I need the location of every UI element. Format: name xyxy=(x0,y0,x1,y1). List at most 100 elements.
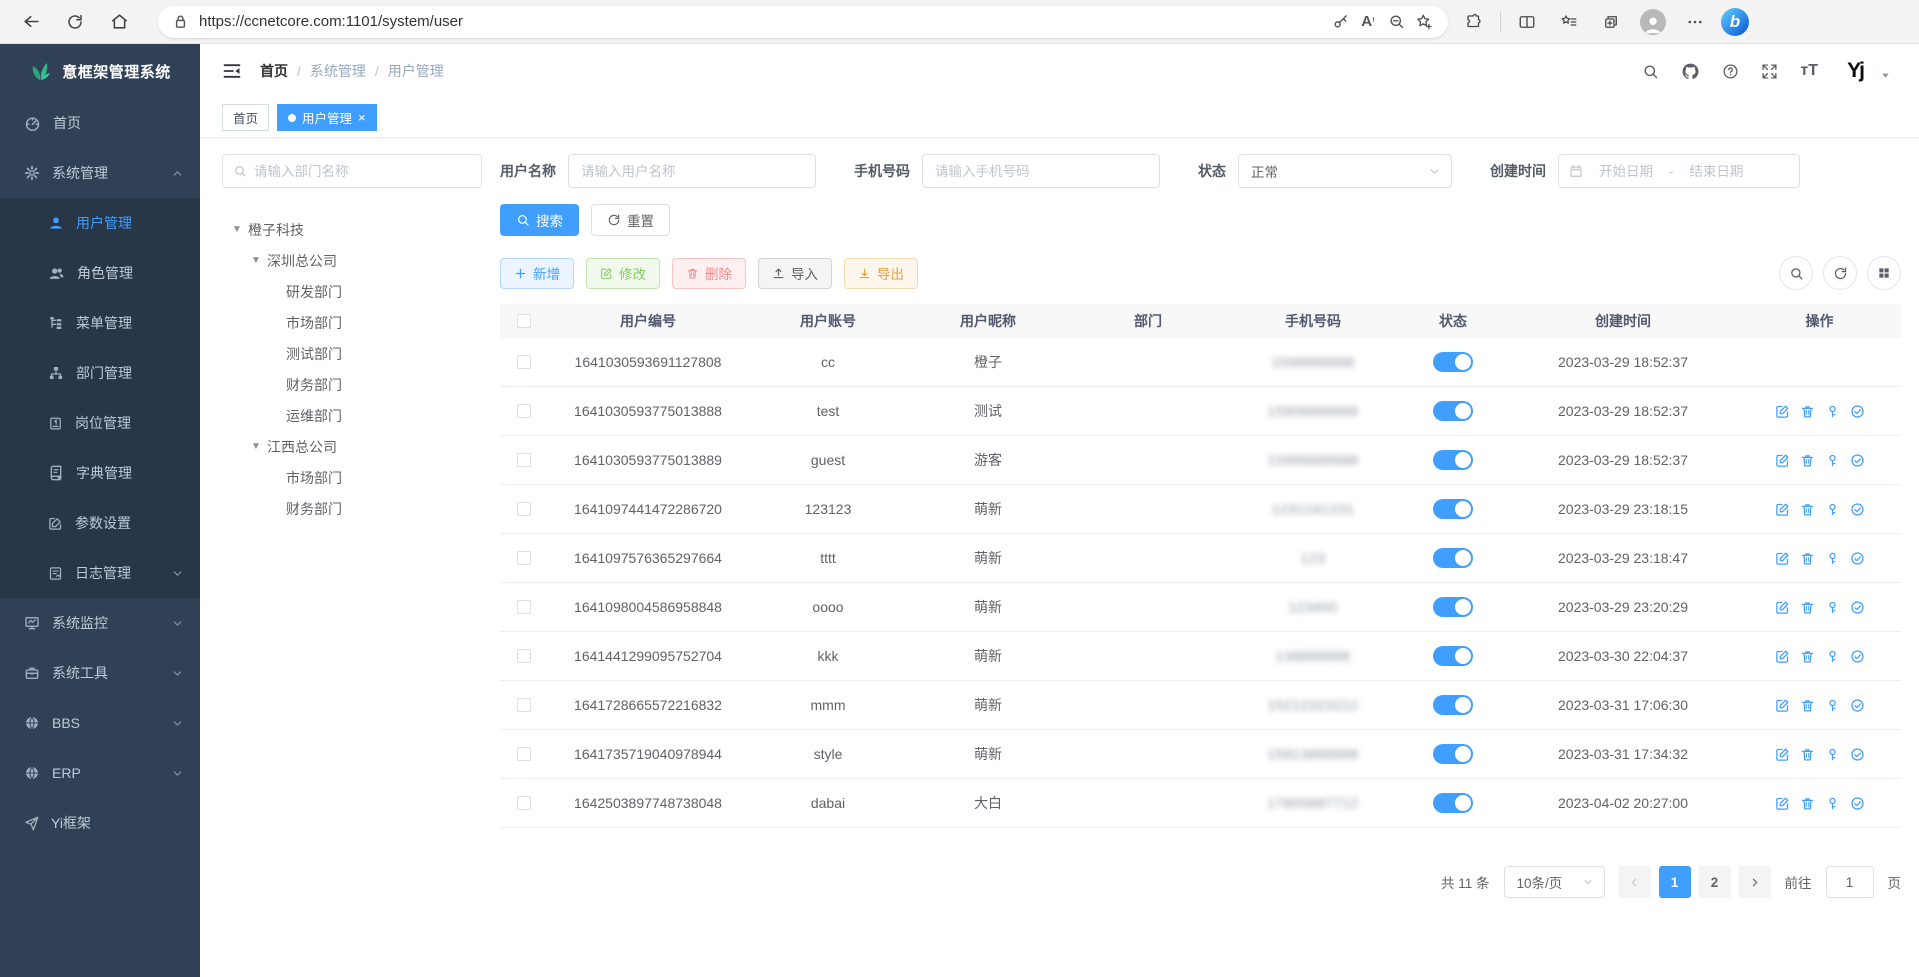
status-select[interactable]: 正常 xyxy=(1238,154,1452,188)
row-checkbox[interactable] xyxy=(517,747,531,761)
sidebar-item-post-management[interactable]: 岗位管理 xyxy=(0,398,200,448)
tab-user-management[interactable]: 用户管理 × xyxy=(277,104,377,131)
table-row[interactable]: 1641030593775013889 guest 游客 15988888888… xyxy=(500,436,1901,485)
end-date-input[interactable] xyxy=(1681,163,1752,179)
row-edit-icon[interactable] xyxy=(1775,649,1790,664)
row-edit-icon[interactable] xyxy=(1775,796,1790,811)
date-range-picker[interactable]: - xyxy=(1558,154,1800,188)
row-reset-password-icon[interactable] xyxy=(1825,649,1840,664)
favorites-icon[interactable] xyxy=(1553,6,1585,38)
sidebar-item-erp[interactable]: ERP xyxy=(0,748,200,798)
delete-button[interactable]: 删除 xyxy=(672,257,746,289)
status-toggle[interactable] xyxy=(1433,499,1473,519)
table-row[interactable]: 1641097576365297664 tttt 萌新 123 2023-03-… xyxy=(500,534,1901,583)
edit-button[interactable]: 修改 xyxy=(586,257,660,289)
collapse-sidebar-icon[interactable] xyxy=(222,61,242,81)
row-checkbox[interactable] xyxy=(517,698,531,712)
search-button[interactable]: 搜索 xyxy=(500,204,579,236)
table-row[interactable]: 1641030593691127808 cc 橙子 1598888888 202… xyxy=(500,338,1901,387)
breadcrumb-home[interactable]: 首页 xyxy=(260,63,288,79)
address-bar[interactable]: https://ccnetcore.com:1101/system/user A… xyxy=(158,5,1448,38)
sidebar-item-user-management[interactable]: 用户管理 xyxy=(0,198,200,248)
user-avatar[interactable]: Yj xyxy=(1847,59,1865,82)
row-checkbox[interactable] xyxy=(517,551,531,565)
tree-node[interactable]: ▼ 运维部门 xyxy=(222,400,500,431)
row-delete-icon[interactable] xyxy=(1800,747,1815,762)
tree-node[interactable]: ▼ 市场部门 xyxy=(222,462,500,493)
browser-reload-button[interactable] xyxy=(58,5,92,39)
status-toggle[interactable] xyxy=(1433,744,1473,764)
caret-down-icon[interactable]: ▼ xyxy=(251,255,261,266)
row-assign-role-icon[interactable] xyxy=(1850,502,1865,517)
row-checkbox[interactable] xyxy=(517,796,531,810)
tree-node[interactable]: ▼ 江西总公司 xyxy=(222,431,500,462)
table-row[interactable]: 1641735719040978944 style 萌新 15913888888… xyxy=(500,730,1901,779)
row-delete-icon[interactable] xyxy=(1800,698,1815,713)
row-assign-role-icon[interactable] xyxy=(1850,796,1865,811)
sidebar-item-system-management[interactable]: 系统管理 xyxy=(0,148,200,198)
row-reset-password-icon[interactable] xyxy=(1825,404,1840,419)
row-checkbox[interactable] xyxy=(517,404,531,418)
page-button-2[interactable]: 2 xyxy=(1698,866,1731,898)
row-checkbox[interactable] xyxy=(517,600,531,614)
department-search[interactable] xyxy=(222,154,482,188)
table-search-toggle-button[interactable] xyxy=(1779,256,1813,290)
export-button[interactable]: 导出 xyxy=(844,257,918,289)
table-row[interactable]: 1641728665572216832 mmm 萌新 15212323212 2… xyxy=(500,681,1901,730)
sidebar-item-log-management[interactable]: 日志管理 xyxy=(0,548,200,598)
row-edit-icon[interactable] xyxy=(1775,502,1790,517)
browser-profile-avatar[interactable] xyxy=(1637,6,1669,38)
import-button[interactable]: 导入 xyxy=(758,257,832,289)
collections-icon[interactable] xyxy=(1595,6,1627,38)
status-toggle[interactable] xyxy=(1433,401,1473,421)
sidebar-item-system-tools[interactable]: 系统工具 xyxy=(0,648,200,698)
caret-down-icon[interactable]: ▼ xyxy=(232,224,242,235)
breadcrumb-system[interactable]: 系统管理 xyxy=(309,63,366,79)
row-edit-icon[interactable] xyxy=(1775,698,1790,713)
caret-down-icon[interactable] xyxy=(1880,70,1891,81)
font-size-icon[interactable]: тT xyxy=(1800,62,1818,79)
row-edit-icon[interactable] xyxy=(1775,404,1790,419)
url-text[interactable]: https://ccnetcore.com:1101/system/user xyxy=(199,13,464,30)
username-input[interactable] xyxy=(568,154,816,188)
caret-down-icon[interactable]: ▼ xyxy=(251,441,261,452)
phone-input[interactable] xyxy=(922,154,1160,188)
row-assign-role-icon[interactable] xyxy=(1850,649,1865,664)
tree-node[interactable]: ▼ 研发部门 xyxy=(222,276,500,307)
status-toggle[interactable] xyxy=(1433,646,1473,666)
github-icon[interactable] xyxy=(1681,62,1700,81)
sidebar-item-bbs[interactable]: BBS xyxy=(0,698,200,748)
sidebar-item-home[interactable]: 首页 xyxy=(0,98,200,148)
tree-node[interactable]: ▼ 深圳总公司 xyxy=(222,245,500,276)
browser-more-icon[interactable] xyxy=(1679,6,1711,38)
sidebar-item-menu-management[interactable]: 菜单管理 xyxy=(0,298,200,348)
row-reset-password-icon[interactable] xyxy=(1825,600,1840,615)
row-checkbox[interactable] xyxy=(517,649,531,663)
row-assign-role-icon[interactable] xyxy=(1850,747,1865,762)
extensions-icon[interactable] xyxy=(1458,6,1490,38)
row-assign-role-icon[interactable] xyxy=(1850,404,1865,419)
row-reset-password-icon[interactable] xyxy=(1825,551,1840,566)
status-toggle[interactable] xyxy=(1433,352,1473,372)
table-row[interactable]: 1642503897748738048 dabai 大白 17805887712… xyxy=(500,779,1901,828)
goto-page-input[interactable] xyxy=(1825,866,1874,898)
sidebar-item-system-monitor[interactable]: 系统监控 xyxy=(0,598,200,648)
next-page-button[interactable] xyxy=(1738,866,1771,898)
sidebar-item-yi-framework[interactable]: Yi框架 xyxy=(0,798,200,848)
row-assign-role-icon[interactable] xyxy=(1850,453,1865,468)
tab-home[interactable]: 首页 xyxy=(222,104,270,131)
row-checkbox[interactable] xyxy=(517,453,531,467)
page-button-1[interactable]: 1 xyxy=(1658,866,1691,898)
add-favorite-icon[interactable] xyxy=(1410,8,1438,36)
table-row[interactable]: 1641097441472286720 123123 萌新 1231241231… xyxy=(500,485,1901,534)
status-toggle[interactable] xyxy=(1433,793,1473,813)
table-row[interactable]: 1641441299095752704 kkk 萌新 138888888 202… xyxy=(500,632,1901,681)
row-delete-icon[interactable] xyxy=(1800,404,1815,419)
sidebar-item-dept-management[interactable]: 部门管理 xyxy=(0,348,200,398)
row-delete-icon[interactable] xyxy=(1800,600,1815,615)
browser-back-button[interactable] xyxy=(14,5,48,39)
select-all-checkbox[interactable] xyxy=(517,314,531,328)
row-delete-icon[interactable] xyxy=(1800,649,1815,664)
tree-node[interactable]: ▼ 财务部门 xyxy=(222,369,500,400)
row-delete-icon[interactable] xyxy=(1800,796,1815,811)
